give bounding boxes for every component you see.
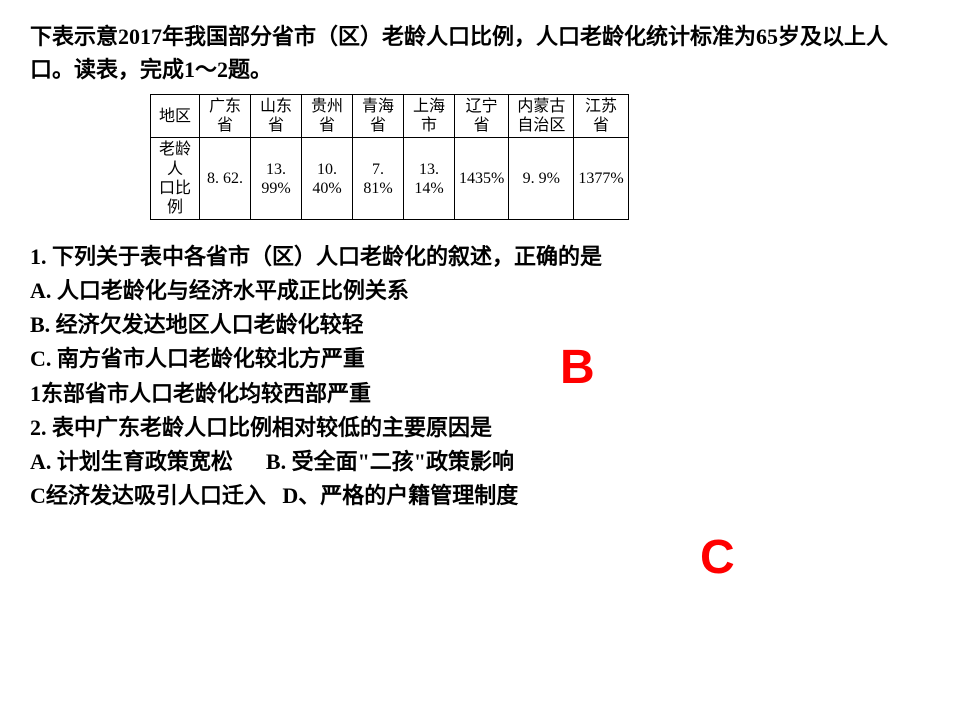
- q1-option-b: B. 经济欠发达地区人口老龄化较轻: [30, 308, 930, 342]
- value-3: 7. 81%: [353, 138, 404, 220]
- q2-option-a: A. 计划生育政策宽松: [30, 449, 233, 474]
- value-6: 9. 9%: [509, 138, 574, 220]
- value-7: 1377%: [574, 138, 628, 220]
- region-2: 贵州省: [302, 95, 353, 138]
- table-value-row: 老龄人口比例 8. 62. 13. 99% 10. 40% 7. 81% 13.…: [151, 138, 629, 220]
- value-1: 13. 99%: [251, 138, 302, 220]
- value-4: 13. 14%: [404, 138, 455, 220]
- q2-stem: 2. 表中广东老龄人口比例相对较低的主要原因是: [30, 411, 930, 445]
- q2-option-b: B. 受全面"二孩"政策影响: [266, 449, 514, 474]
- row-label: 老龄人口比例: [151, 138, 200, 220]
- data-table: 地区 广东省 山东省 贵州省 青海省 上海市 辽宁省 内蒙古自治区 江苏省 老龄…: [150, 94, 629, 220]
- value-5: 1435%: [455, 138, 509, 220]
- questions-block: 1. 下列关于表中各省市（区）人口老龄化的叙述，正确的是 A. 人口老龄化与经济…: [30, 240, 930, 513]
- q1-option-a: A. 人口老龄化与经济水平成正比例关系: [30, 274, 930, 308]
- region-3: 青海省: [353, 95, 404, 138]
- table-header-row: 地区 广东省 山东省 贵州省 青海省 上海市 辽宁省 内蒙古自治区 江苏省: [151, 95, 629, 138]
- q2-option-d: D、严格的户籍管理制度: [282, 483, 518, 508]
- region-4: 上海市: [404, 95, 455, 138]
- region-7: 江苏省: [574, 95, 628, 138]
- data-table-wrap: 地区 广东省 山东省 贵州省 青海省 上海市 辽宁省 内蒙古自治区 江苏省 老龄…: [150, 94, 930, 220]
- answer-q1: B: [560, 340, 595, 395]
- intro-text: 下表示意2017年我国部分省市（区）老龄人口比例，人口老龄化统计标准为65岁及以…: [30, 20, 930, 86]
- region-5: 辽宁省: [455, 95, 509, 138]
- region-6: 内蒙古自治区: [509, 95, 574, 138]
- region-1: 山东省: [251, 95, 302, 138]
- q1-option-c: C. 南方省市人口老龄化较北方严重: [30, 342, 930, 376]
- header-label: 地区: [151, 95, 200, 138]
- value-2: 10. 40%: [302, 138, 353, 220]
- q2-option-c: C经济发达吸引人口迁入: [30, 483, 266, 508]
- region-0: 广东省: [200, 95, 251, 138]
- q1-option-d: 1东部省市人口老龄化均较西部严重: [30, 377, 930, 411]
- q1-stem: 1. 下列关于表中各省市（区）人口老龄化的叙述，正确的是: [30, 240, 930, 274]
- value-0: 8. 62.: [200, 138, 251, 220]
- answer-q2: C: [700, 530, 735, 585]
